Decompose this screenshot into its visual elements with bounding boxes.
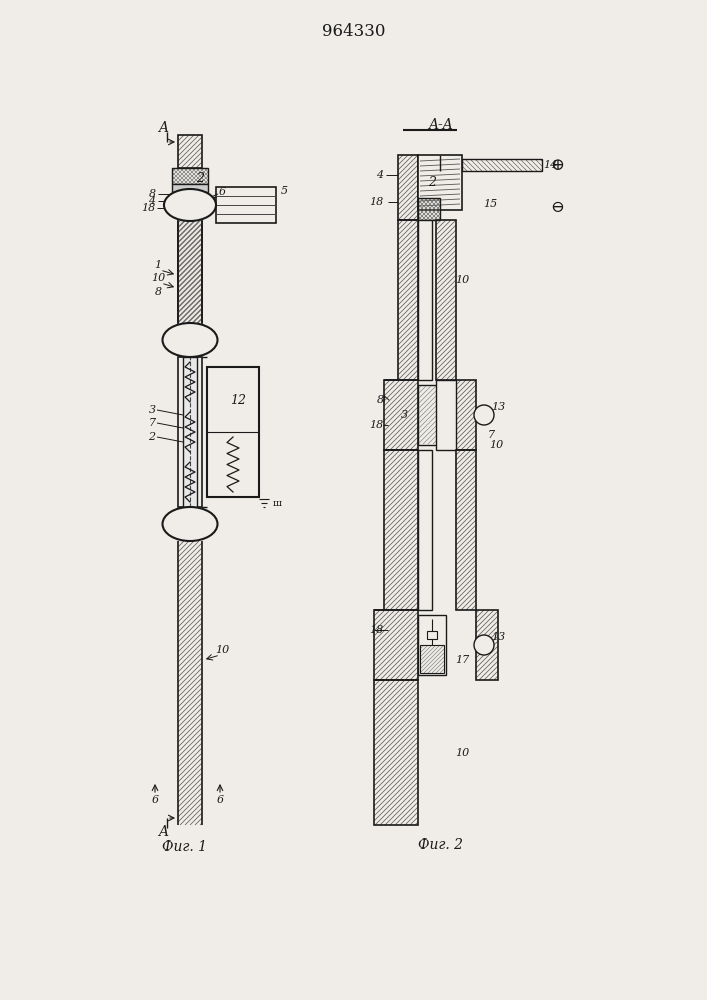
Text: 8: 8 <box>148 189 156 199</box>
Bar <box>178 135 202 168</box>
Text: 10: 10 <box>455 275 469 285</box>
Text: 8: 8 <box>376 395 384 405</box>
Text: ш: ш <box>272 498 281 508</box>
Text: 2: 2 <box>148 432 156 442</box>
Bar <box>419 386 447 444</box>
Bar <box>418 220 432 380</box>
Bar <box>436 220 456 380</box>
Text: 17: 17 <box>455 655 469 665</box>
Bar <box>462 159 542 171</box>
Bar <box>418 155 462 210</box>
Bar <box>462 159 542 171</box>
Bar <box>456 380 476 450</box>
Text: 2: 2 <box>196 172 204 184</box>
Text: 4: 4 <box>148 196 156 206</box>
Text: 18: 18 <box>369 197 383 207</box>
Text: 10: 10 <box>151 273 165 283</box>
Bar <box>420 645 444 673</box>
Text: A-A: A-A <box>428 118 452 132</box>
Bar <box>178 135 202 168</box>
Bar <box>418 198 440 220</box>
Text: 18: 18 <box>141 203 155 213</box>
Bar <box>178 192 202 330</box>
Ellipse shape <box>163 507 218 541</box>
Bar <box>207 367 259 497</box>
Text: A: A <box>158 825 168 839</box>
Bar <box>418 198 440 220</box>
Text: Фиг. 1: Фиг. 1 <box>163 840 207 854</box>
Text: ⊖: ⊖ <box>550 198 564 216</box>
Text: 12: 12 <box>230 393 246 406</box>
Text: 6: 6 <box>216 795 223 805</box>
Circle shape <box>474 405 494 425</box>
Bar <box>178 541 202 825</box>
Text: 13: 13 <box>491 402 505 412</box>
Text: 10: 10 <box>455 748 469 758</box>
Text: 6: 6 <box>218 187 226 197</box>
Text: 5: 5 <box>281 186 288 196</box>
Text: ⊕: ⊕ <box>550 156 564 174</box>
Text: Фиг. 2: Фиг. 2 <box>418 838 462 852</box>
Text: 13: 13 <box>491 632 505 642</box>
Bar <box>374 610 418 680</box>
Text: 1: 1 <box>154 260 162 270</box>
Circle shape <box>474 635 494 655</box>
Bar <box>374 680 418 825</box>
Bar <box>418 198 440 220</box>
Bar <box>172 168 208 184</box>
Text: 2: 2 <box>428 176 436 190</box>
Text: 7: 7 <box>148 418 156 428</box>
Bar <box>374 680 418 825</box>
Ellipse shape <box>164 189 216 221</box>
Bar <box>456 450 476 610</box>
Text: 10: 10 <box>215 645 229 655</box>
Ellipse shape <box>163 323 218 357</box>
Bar <box>427 631 437 639</box>
Bar <box>178 221 202 323</box>
Text: 3: 3 <box>400 410 407 420</box>
Bar <box>172 184 208 192</box>
Bar <box>456 450 476 610</box>
Bar <box>216 187 276 223</box>
Bar <box>172 168 208 184</box>
Bar <box>384 450 418 610</box>
Text: 7: 7 <box>487 430 495 440</box>
Bar <box>384 380 418 450</box>
Text: 10: 10 <box>489 440 503 450</box>
Bar <box>398 220 418 380</box>
Text: 3: 3 <box>148 405 156 415</box>
Bar <box>418 615 446 675</box>
Text: 4: 4 <box>376 170 384 180</box>
Text: 964330: 964330 <box>322 23 386 40</box>
Bar <box>476 610 498 680</box>
Bar <box>183 357 197 507</box>
Text: 18: 18 <box>369 625 383 635</box>
Bar <box>418 450 432 610</box>
Text: A: A <box>158 121 168 135</box>
Bar <box>418 385 448 445</box>
Bar <box>398 220 418 380</box>
Text: 14: 14 <box>543 160 557 170</box>
Bar <box>436 220 456 380</box>
Bar <box>374 610 418 680</box>
Bar <box>178 192 202 330</box>
Bar <box>384 450 418 610</box>
Bar <box>172 168 208 184</box>
Bar <box>476 610 498 680</box>
Bar <box>420 645 444 673</box>
Text: 6: 6 <box>151 795 158 805</box>
Bar <box>398 155 418 220</box>
Bar <box>436 380 456 450</box>
Text: 18: 18 <box>369 420 383 430</box>
Bar <box>178 357 202 507</box>
Bar <box>398 155 418 220</box>
Bar <box>456 380 476 450</box>
Bar <box>384 380 418 450</box>
Text: 15: 15 <box>483 199 497 209</box>
Text: 8: 8 <box>154 287 162 297</box>
